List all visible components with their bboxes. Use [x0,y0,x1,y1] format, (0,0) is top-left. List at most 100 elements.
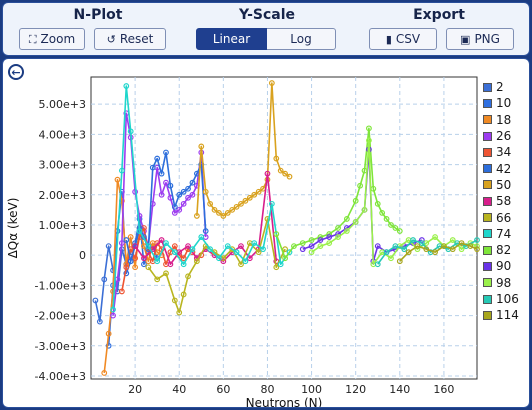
back-arrow-icon[interactable]: ← [8,64,24,80]
legend-item-114[interactable]: 114 [483,307,529,323]
legend-swatch [483,229,492,239]
nplot-title: N-Plot [73,7,123,23]
y-tick-label: 5.00e+3 [39,98,86,111]
legend-swatch [483,98,492,108]
zoom-frame-icon: ⛶ [28,32,37,46]
legend-item-42[interactable]: 42 [483,160,529,176]
legend-label: 74 [496,226,512,241]
legend-item-66[interactable]: 66 [483,209,529,225]
data-point [171,249,178,256]
data-point [149,164,156,171]
data-point [185,185,191,192]
data-point [383,216,390,222]
data-point [357,182,363,189]
data-point [224,209,231,216]
data-point [405,249,412,256]
export-png-button[interactable]: ▣ PNG [446,28,514,50]
zoom-button[interactable]: ⛶ Zoom [19,28,85,50]
data-point [176,191,183,198]
data-point [171,243,178,250]
legend-label: 106 [496,292,519,306]
legend-swatch [483,180,492,190]
data-point [308,237,315,243]
data-point [180,291,187,298]
reset-button[interactable]: ↺ Reset [94,28,166,50]
data-point [118,240,125,247]
legend-label: 42 [496,161,512,176]
log-scale-button[interactable]: Log [267,28,336,50]
data-point [180,255,187,262]
legend-item-50[interactable]: 50 [483,177,529,193]
legend-item-98[interactable]: 98 [483,275,529,291]
x-tick-label: 100 [301,383,322,396]
x-tick-label: 140 [389,383,410,396]
data-point [154,276,161,283]
data-point [101,370,108,376]
toolbar: N-Plot Y-Scale Export ⛶ Zoom ↺ Reset Lin… [2,2,530,56]
legend-item-58[interactable]: 58 [483,193,529,209]
n-plot-chart[interactable]: 20 40 60 80 100 120 140 160-4.00e+3-3.00e+3-2.0… [3,59,529,407]
data-point [335,225,341,231]
data-point [185,243,191,250]
data-point [180,200,187,207]
legend-swatch [483,147,492,157]
image-icon: ▣ [460,32,471,46]
legend-item-82[interactable]: 82 [483,242,529,258]
data-point [202,228,209,234]
data-point [171,203,178,210]
legend-swatch [483,82,492,92]
series-line-82 [275,127,401,259]
legend-swatch [483,294,492,304]
data-point [171,209,178,216]
data-point [396,228,403,234]
legend-item-74[interactable]: 74 [483,226,529,242]
data-point [238,261,244,268]
data-point [396,258,403,265]
data-point [185,273,191,280]
data-point [317,237,324,243]
legend-item-34[interactable]: 34 [483,144,529,160]
data-point [163,270,169,277]
data-point [308,249,315,256]
legend-item-106[interactable]: 106 [483,291,529,307]
data-point [242,258,249,265]
export-csv-button[interactable]: ▮ CSV [369,28,437,50]
data-point [136,228,143,234]
data-point [238,243,244,250]
legend-swatch [483,115,492,125]
legend-item-10[interactable]: 10 [483,95,529,111]
legend-label: 114 [496,308,519,323]
data-point [251,240,258,247]
legend-item-2[interactable]: 2 [483,79,529,95]
data-point [198,234,205,240]
legend-label: 82 [496,243,512,258]
data-point [154,258,161,265]
plot-area [90,76,478,380]
legend-label: 10 [496,96,512,111]
legend-swatch [483,196,492,206]
data-point [171,297,178,304]
data-point [132,264,139,271]
data-point [96,318,103,325]
data-point [343,216,350,222]
data-point [238,200,244,207]
legend-item-18[interactable]: 18 [483,112,529,128]
x-axis-label: Neutrons (N) [246,396,323,407]
data-point [401,246,408,253]
data-point [132,255,139,262]
data-point [158,170,165,177]
data-point [176,309,183,316]
data-point [229,206,236,213]
linear-scale-button[interactable]: Linear [196,28,267,50]
y-tick-label: 3.00e+3 [39,159,86,172]
series-line-34 [121,227,202,292]
legend-item-26[interactable]: 26 [483,128,529,144]
data-point [189,191,196,198]
y-tick-label: 4.00e+3 [39,128,86,141]
data-point [441,243,447,250]
data-point [282,246,289,253]
legend-item-90[interactable]: 90 [483,258,529,274]
legend-label: 34 [496,145,512,160]
y-tick-label: -1.00e+3 [35,279,86,292]
data-point [414,243,421,250]
